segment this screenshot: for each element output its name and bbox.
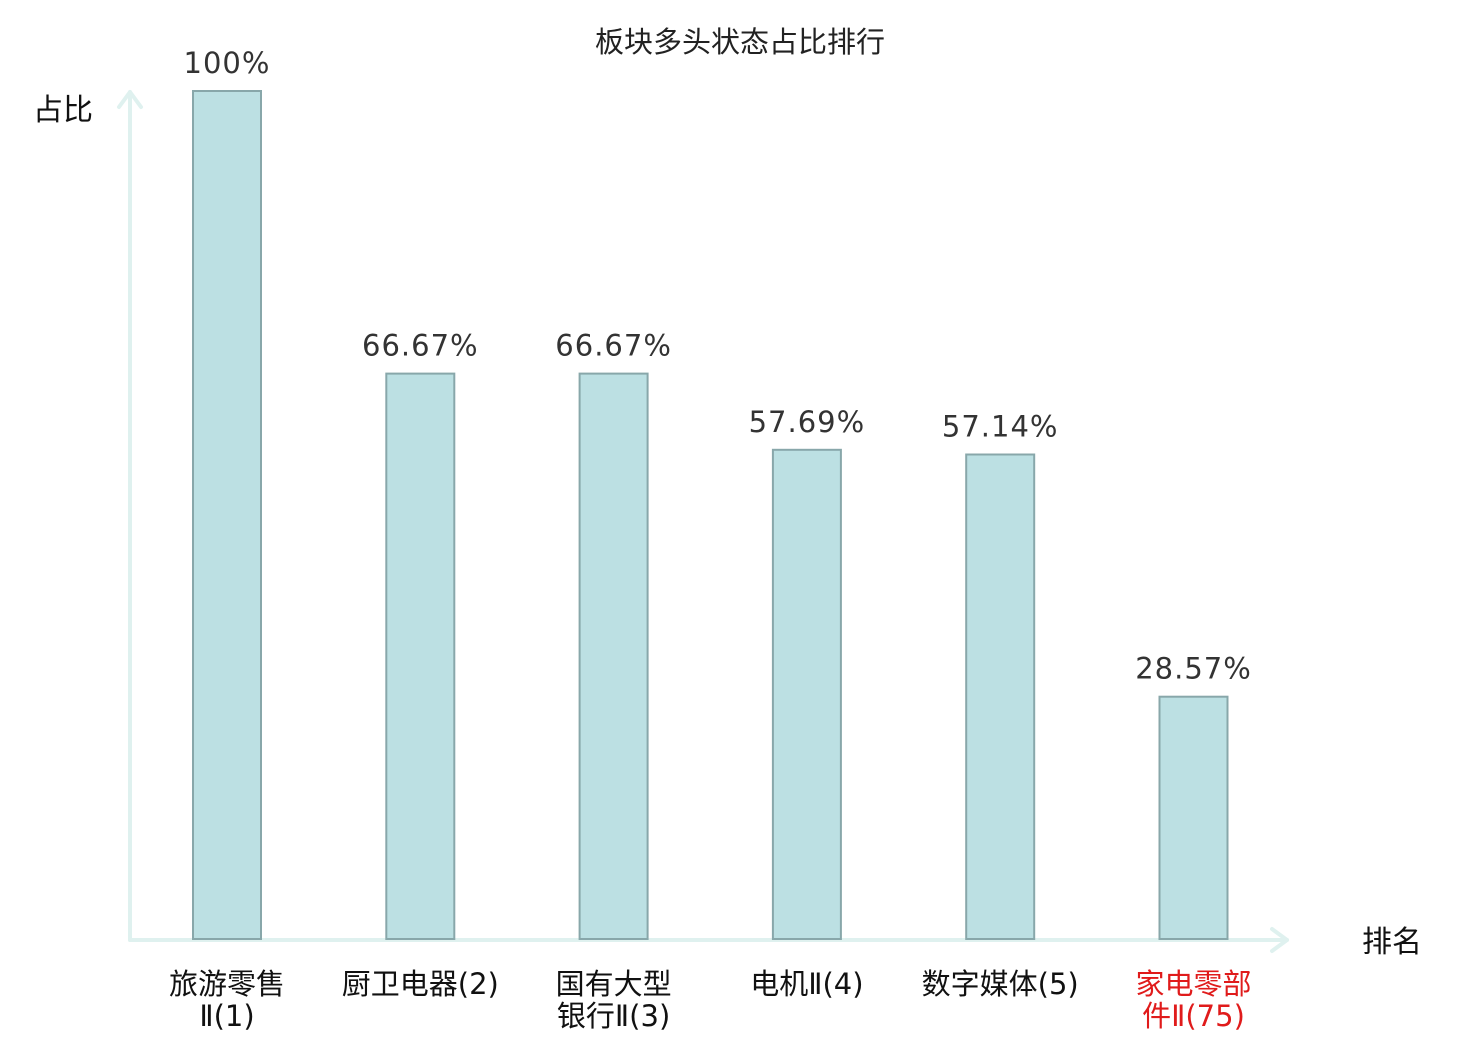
bars	[192, 90, 1229, 941]
category-labels: 旅游零售 Ⅱ(1) 厨卫电器(2) 国有大型银行Ⅱ(3) 电机Ⅱ(4) 数字媒体(5) 家电…	[169, 967, 1252, 1033]
value-label-4: 57.69%	[749, 405, 866, 439]
chart-title: 板块多头状态占比排行	[595, 25, 885, 59]
category-label-line: 家电零部	[1135, 967, 1251, 1001]
category-label-line: Ⅱ(1)	[199, 999, 254, 1033]
category-label-line: 件Ⅱ(75)	[1142, 999, 1245, 1033]
value-label-5: 57.14%	[942, 410, 1059, 444]
bar-4	[771, 448, 842, 940]
category-label-6: 家电零部件Ⅱ(75)	[1135, 967, 1251, 1033]
y-axis-label: 占比	[33, 93, 93, 128]
category-label-5: 数字媒体(5)	[922, 967, 1079, 1001]
x-axis-label: 排名	[1362, 925, 1422, 960]
value-label-1: 100%	[184, 46, 271, 80]
category-label-3: 国有大型银行Ⅱ(3)	[556, 967, 672, 1033]
bar-6	[1158, 695, 1229, 941]
bar-5	[965, 453, 1036, 940]
x-axis-arrow-icon	[1270, 927, 1289, 953]
category-label-line: 银行Ⅱ(3)	[557, 999, 670, 1033]
bar-1	[192, 90, 262, 940]
category-label-line: 电机Ⅱ(4)	[750, 967, 863, 1001]
category-label-line: 旅游零售	[169, 967, 285, 1001]
value-labels: 100% 66.67% 66.67% 57.69% 57.14% 28.57%	[184, 46, 1252, 686]
category-label-line: 厨卫电器(2)	[342, 967, 499, 1001]
category-label-line: 数字媒体(5)	[922, 967, 1079, 1001]
bar-2	[385, 372, 456, 941]
value-label-2: 66.67%	[362, 329, 479, 363]
bar-3	[578, 372, 649, 941]
x-axis	[128, 927, 1289, 953]
category-label-4: 电机Ⅱ(4)	[750, 967, 863, 1001]
category-label-2: 厨卫电器(2)	[342, 967, 499, 1001]
y-axis	[117, 90, 143, 942]
value-label-6: 28.57%	[1135, 652, 1252, 686]
value-label-3: 66.67%	[555, 329, 672, 363]
category-label-line: 国有大型	[556, 967, 672, 1001]
y-axis-arrow-icon	[117, 90, 143, 109]
category-label-1: 旅游零售 Ⅱ(1)	[169, 967, 285, 1033]
